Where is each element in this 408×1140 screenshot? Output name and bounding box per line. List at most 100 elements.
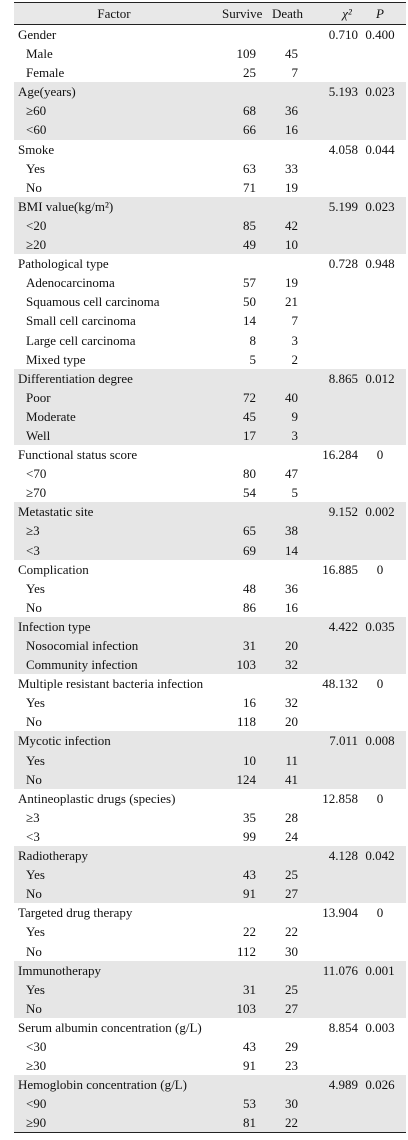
survive-count: 91 xyxy=(243,886,256,902)
sub-row: No 118 20 xyxy=(14,712,406,731)
p-value: 0.023 xyxy=(365,198,395,214)
survive-count: 31 xyxy=(243,981,256,997)
sub-row: Community infection 103 32 xyxy=(14,655,406,675)
sub-row: ≥60 68 36 xyxy=(14,101,406,121)
chi-square: 7.011 xyxy=(329,733,358,749)
sub-row: Small cell carcinoma 14 7 xyxy=(14,311,406,330)
sub-label: <20 xyxy=(26,217,47,233)
sub-row: ≥30 91 23 xyxy=(14,1056,406,1075)
sub-label: No xyxy=(26,943,42,959)
death-count: 2 xyxy=(291,351,299,367)
survive-count: 81 xyxy=(243,1115,256,1131)
sub-row: No 112 30 xyxy=(14,942,406,961)
death-count: 41 xyxy=(285,771,298,787)
sub-label: Yes xyxy=(26,924,45,940)
sub-label: No xyxy=(26,599,42,615)
death-count: 33 xyxy=(285,160,298,176)
sub-label: <90 xyxy=(26,1096,47,1112)
survive-count: 63 xyxy=(243,160,256,176)
death-count: 5 xyxy=(291,485,299,501)
survive-count: 43 xyxy=(243,867,256,883)
survive-count: 118 xyxy=(236,714,256,730)
sub-label: Male xyxy=(26,46,53,62)
death-count: 22 xyxy=(285,1115,298,1131)
group-row: Radiotherapy 4.128 0.042 xyxy=(14,846,406,866)
survive-count: 103 xyxy=(236,1000,257,1016)
sub-label: <3 xyxy=(26,828,40,844)
factor-name: BMI value(kg/m²) xyxy=(18,198,114,214)
sub-row: Nosocomial infection 31 20 xyxy=(14,636,406,656)
sub-row: No 71 19 xyxy=(14,178,406,197)
sub-label: ≥3 xyxy=(26,523,40,539)
group-row: Complication 16.885 0 xyxy=(14,560,406,579)
factor-name: Serum albumin concentration (g/L) xyxy=(18,1019,202,1035)
sub-label: Adenocarcinoma xyxy=(26,275,115,291)
survive-count: 53 xyxy=(243,1096,256,1112)
group-row: Differentiation degree 8.865 0.012 xyxy=(14,368,406,388)
death-count: 19 xyxy=(285,179,298,195)
factor-name: Smoke xyxy=(18,141,55,157)
death-count: 23 xyxy=(285,1058,298,1074)
survive-count: 14 xyxy=(243,313,256,329)
sub-row: Well 17 3 xyxy=(14,425,406,446)
group-row: Smoke 4.058 0.044 xyxy=(14,140,406,159)
survive-count: 57 xyxy=(243,275,256,291)
factor-name: Age(years) xyxy=(18,84,76,100)
group-row: Mycotic infection 7.011 0.008 xyxy=(14,731,406,751)
survive-count: 103 xyxy=(236,657,257,673)
sub-row: Yes 48 36 xyxy=(14,579,406,598)
group-row: BMI value(kg/m²) 5.199 0.023 xyxy=(14,196,406,216)
p-value: 0 xyxy=(376,905,384,921)
sub-label: Yes xyxy=(26,695,45,711)
sub-label: ≥90 xyxy=(26,1115,47,1131)
survive-count: 86 xyxy=(243,599,256,615)
survive-count: 71 xyxy=(243,179,256,195)
factor-name: Infection type xyxy=(18,618,91,634)
death-count: 45 xyxy=(285,46,298,62)
death-count: 3 xyxy=(291,332,299,348)
survive-count: 68 xyxy=(243,103,256,119)
survive-count: 54 xyxy=(243,485,256,501)
death-count: 32 xyxy=(285,695,298,711)
death-count: 40 xyxy=(285,389,298,405)
sub-label: No xyxy=(26,179,42,195)
sub-label: No xyxy=(26,771,42,787)
factor-name: Pathological type xyxy=(18,256,109,272)
death-count: 32 xyxy=(285,657,298,673)
chi-square: 0.710 xyxy=(328,27,358,42)
p-value: 0.023 xyxy=(365,84,395,100)
sub-row: ≥3 35 28 xyxy=(14,808,406,827)
survive-count: 5 xyxy=(249,351,257,367)
group-row: Immunotherapy 11.076 0.001 xyxy=(14,960,406,980)
sub-label: ≥60 xyxy=(26,103,47,119)
group-row: Multiple resistant bacteria infection 48.… xyxy=(14,674,406,693)
p-value: 0 xyxy=(376,561,384,577)
group-row: Antineoplastic drugs (species) 12.858 0 xyxy=(14,789,406,808)
death-count: 14 xyxy=(285,542,298,558)
survive-count: 25 xyxy=(243,65,256,81)
factor-name: Metastatic site xyxy=(18,504,94,520)
death-count: 24 xyxy=(285,828,298,844)
death-count: 30 xyxy=(285,943,298,959)
sub-label: Mixed type xyxy=(26,351,86,367)
factor-name: Functional status score xyxy=(18,447,138,463)
sub-row: ≥3 65 38 xyxy=(14,521,406,541)
death-count: 42 xyxy=(285,217,298,233)
death-count: 22 xyxy=(285,924,298,940)
sub-row: ≥20 49 10 xyxy=(14,235,406,255)
chi-square: 48.132 xyxy=(322,676,358,692)
p-value: 0.001 xyxy=(365,962,395,978)
survive-count: 80 xyxy=(243,466,256,482)
survive-count: 31 xyxy=(243,638,256,653)
sub-label: <60 xyxy=(26,122,47,138)
chi-square: 4.989 xyxy=(328,1077,358,1093)
sub-label: Yes xyxy=(26,867,45,883)
group-row: Serum albumin concentration (g/L) 8.854 0.… xyxy=(14,1018,406,1037)
sub-row: <60 66 16 xyxy=(14,120,406,140)
p-value: 0.948 xyxy=(365,256,395,272)
sub-row: Yes 31 25 xyxy=(14,979,406,999)
sub-label: ≥70 xyxy=(26,485,47,501)
survive-count: 91 xyxy=(243,1058,256,1074)
death-count: 16 xyxy=(285,599,298,615)
factor-name: Antineoplastic drugs (species) xyxy=(18,790,176,806)
